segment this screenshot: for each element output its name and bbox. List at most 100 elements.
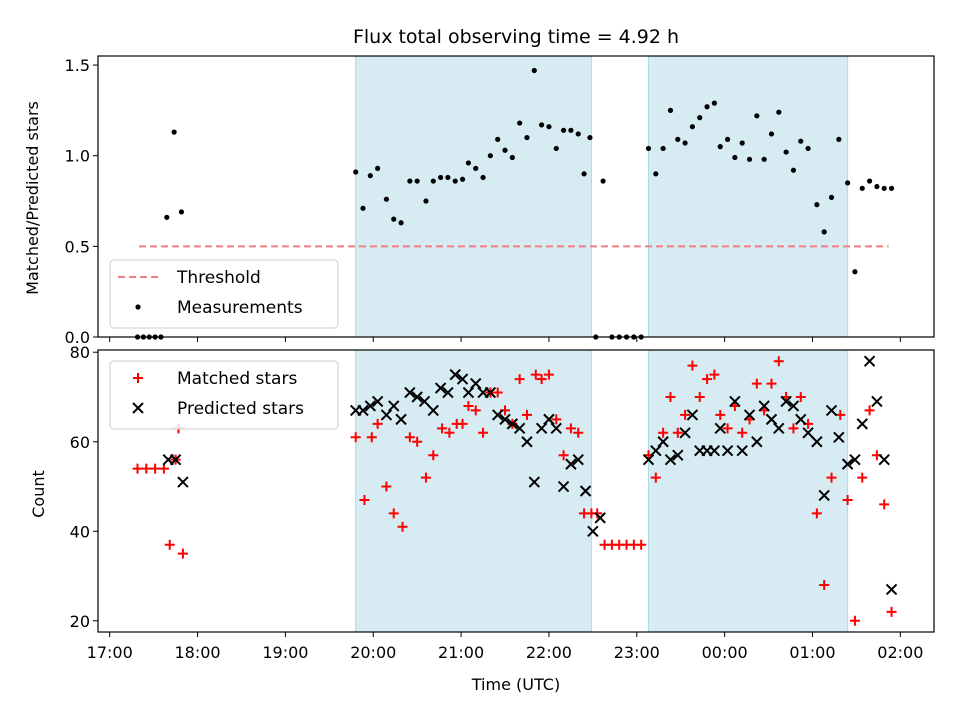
top-y-axis-label: Matched/Predicted stars	[23, 101, 42, 295]
observing-window-band	[648, 349, 849, 633]
matched-stars-marker	[444, 427, 455, 438]
y-tick-label: 1.5	[65, 56, 90, 75]
predicted-stars-marker	[449, 368, 461, 381]
predicted-stars-marker	[765, 413, 778, 426]
predicted-stars-marker	[395, 413, 407, 426]
x-tick-label: 01:00	[789, 643, 835, 662]
predicted-stars-marker	[380, 409, 393, 421]
y-tick-label: 40	[70, 522, 90, 541]
predicted-stars-marker	[650, 445, 662, 457]
measurement-point	[600, 178, 606, 184]
predicted-stars-marker	[594, 512, 606, 524]
matched-stars-marker	[470, 405, 481, 416]
measurement-point	[517, 120, 523, 126]
matched-stars-marker	[558, 450, 569, 461]
measurement-point	[739, 140, 745, 146]
matched-stars-marker	[158, 463, 169, 474]
legend-label: Matched stars	[177, 369, 297, 389]
measurement-point	[874, 183, 880, 190]
predicted-stars-marker	[491, 409, 504, 421]
matched-stars-marker	[141, 463, 152, 474]
matched-stars-marker	[715, 409, 726, 420]
predicted-stars-marker	[364, 400, 377, 412]
x-tick-label: 18:00	[175, 643, 221, 662]
measurement-point	[423, 198, 429, 204]
measurement-point	[667, 107, 674, 113]
matched-stars-marker	[412, 436, 423, 447]
measurement-point	[487, 153, 493, 159]
predicted-stars-marker	[513, 422, 526, 435]
measurement-point	[375, 165, 381, 171]
x-tick-label: 00:00	[702, 643, 748, 662]
measurement-point	[682, 140, 688, 146]
measurement-point	[836, 136, 842, 142]
y-tick-label: 0.5	[65, 237, 90, 256]
predicted-stars-marker	[885, 583, 898, 596]
bottom-legend: Matched stars Predicted stars	[109, 360, 339, 430]
predicted-stars-marker	[442, 386, 454, 399]
measurement-point	[852, 269, 858, 275]
measurement-point	[531, 67, 537, 74]
y-tick-label: 60	[70, 433, 90, 452]
measurement-point	[360, 205, 366, 211]
measurement-point	[587, 134, 593, 141]
matched-stars-marker	[773, 356, 784, 367]
chart-title: Flux total observing time = 4.92 h	[353, 26, 679, 48]
legend-box	[109, 259, 339, 329]
measurement-point	[866, 178, 873, 184]
matched-stars-marker	[819, 580, 830, 590]
measurement-point	[821, 229, 827, 235]
x-tick-label: 21:00	[438, 643, 484, 662]
predicted-stars-marker	[418, 395, 431, 408]
predicted-stars-marker	[642, 453, 655, 466]
predicted-stars-marker	[736, 445, 748, 457]
predicted-stars-marker	[657, 436, 669, 448]
predicted-stars-marker	[462, 386, 475, 399]
predicted-stars-marker	[572, 453, 584, 466]
measurement-point	[414, 178, 420, 184]
predicted-stars-marker	[388, 400, 400, 412]
predicted-stars-marker	[863, 355, 876, 367]
measurement-point	[539, 122, 545, 128]
measurement-point	[553, 145, 559, 152]
legend-box	[109, 360, 339, 430]
matched-stars-marker	[864, 405, 875, 416]
matched-stars-marker	[437, 423, 448, 434]
measurement-point	[776, 109, 782, 115]
matched-stars-marker	[795, 392, 806, 402]
matched-stars-marker	[350, 432, 361, 443]
predicted-stars-marker	[557, 480, 570, 493]
matched-stars-marker	[478, 427, 489, 438]
predicted-stars-marker	[535, 422, 548, 435]
matched-stars-marker	[766, 378, 777, 389]
x-tick-label: 17:00	[87, 643, 133, 662]
matched-stars-marker	[709, 369, 720, 380]
matched-stars-marker	[722, 423, 733, 434]
predicted-stars-marker	[456, 373, 469, 385]
matched-stars-marker	[366, 432, 377, 443]
predicted-stars-marker	[543, 413, 555, 426]
matched-stars-marker	[536, 374, 547, 385]
predicted-stars-marker	[708, 445, 721, 457]
predicted-stars-marker	[587, 525, 599, 537]
predicted-stars-marker	[484, 386, 497, 399]
measurement-point	[746, 156, 753, 162]
matched-stars-marker	[388, 508, 399, 519]
measurement-point	[828, 194, 835, 201]
measurement-point	[859, 185, 865, 191]
measurement-point	[761, 156, 767, 162]
x-tick-label: 23:00	[614, 643, 660, 662]
bottom-y-axis-label: Count	[29, 470, 48, 518]
predicted-stars-marker	[758, 400, 770, 412]
predicted-stars-marker	[878, 453, 890, 466]
matched-stars-marker	[672, 427, 683, 438]
measurement-point	[581, 171, 587, 177]
legend-label: Threshold	[176, 268, 261, 288]
matched-stars-marker	[514, 374, 525, 385]
measurement-point	[560, 127, 567, 133]
measurement-point	[575, 131, 581, 137]
measurement-point	[881, 185, 887, 191]
measurement-point	[732, 154, 738, 161]
predicted-stars-marker	[521, 436, 533, 448]
predicted-stars-marker	[427, 404, 439, 417]
